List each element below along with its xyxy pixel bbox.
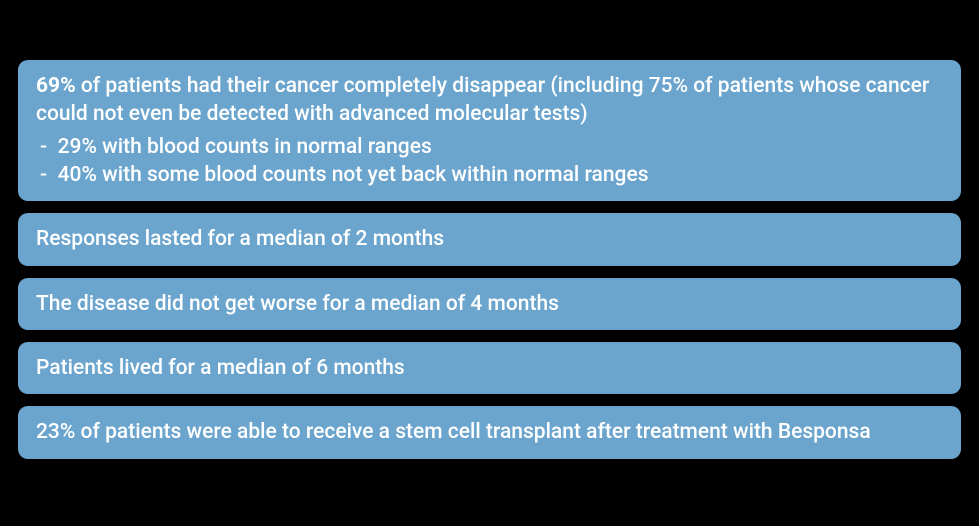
result-card-text: Responses lasted for a median of 2 month… bbox=[36, 227, 444, 251]
result-card: Patients lived for a median of 6 months bbox=[18, 342, 961, 394]
result-card: Responses lasted for a median of 2 month… bbox=[18, 213, 961, 265]
bullet-item: 40% with some blood counts not yet back … bbox=[36, 161, 943, 189]
result-main-rest: of patients had their cancer completely … bbox=[36, 74, 929, 126]
result-card-text: Patients lived for a median of 6 months bbox=[36, 356, 405, 380]
bullet-list: 29% with blood counts in normal ranges 4… bbox=[36, 133, 943, 190]
bullet-item: 29% with blood counts in normal ranges bbox=[36, 133, 943, 161]
result-card-text: 23% of patients were able to receive a s… bbox=[36, 420, 871, 444]
result-card-text: The disease did not get worse for a medi… bbox=[36, 292, 559, 316]
result-card-primary: 69% of patients had their cancer complet… bbox=[18, 60, 961, 201]
result-card: The disease did not get worse for a medi… bbox=[18, 278, 961, 330]
result-card: 23% of patients were able to receive a s… bbox=[18, 406, 961, 458]
result-percent-bold: 69% bbox=[36, 74, 76, 98]
result-card-text: 69% of patients had their cancer complet… bbox=[36, 74, 929, 126]
